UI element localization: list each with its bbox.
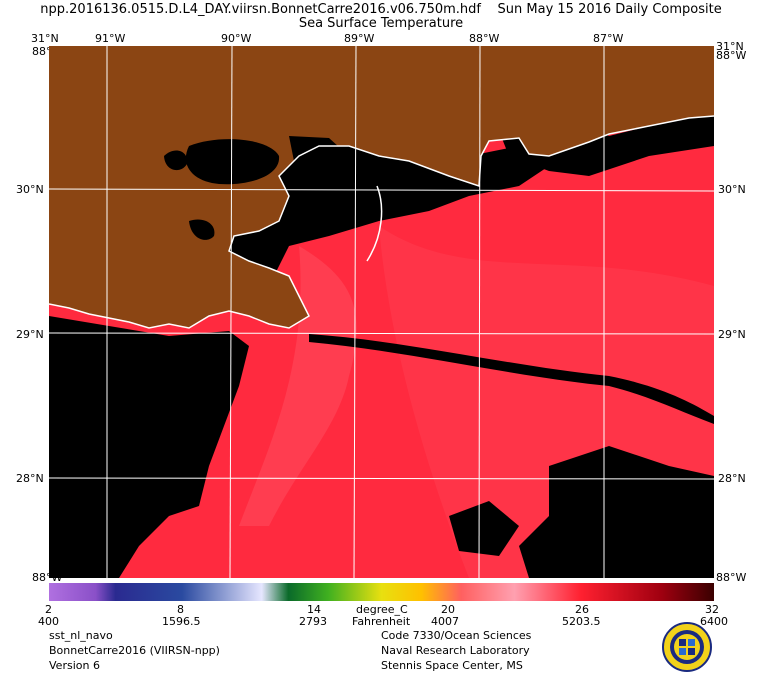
tick-f: 4007: [431, 615, 459, 628]
corner-label-bottom-right: 88°W: [716, 571, 747, 584]
footer-region: BonnetCarre2016 (VIIRSN-npp): [49, 644, 220, 657]
cloud-mask-filament: [309, 334, 714, 424]
footer-org-location: Stennis Space Center, MS: [381, 659, 523, 672]
lake-pontchartrain: [185, 139, 280, 185]
tick-c: 20: [441, 603, 455, 616]
corner-label-bottom-left: 88°W: [32, 571, 63, 584]
lon-label: 89°W: [344, 32, 375, 45]
corner-label-top-left: 31°N: [31, 32, 59, 45]
chandeleur-islands: [366, 185, 383, 262]
tick-c: 2: [45, 603, 52, 616]
corner-label-top-right-lon: 88°W: [716, 49, 747, 62]
lon-label: 91°W: [95, 32, 126, 45]
footer-org-code: Code 7330/Ocean Sciences: [381, 629, 532, 642]
colorbar: [49, 583, 714, 601]
lat-label-left: 29°N: [16, 328, 44, 341]
tick-c: 14: [307, 603, 321, 616]
tick-f: 2793: [299, 615, 327, 628]
sst-map: [49, 46, 714, 578]
footer-version: Version 6: [49, 659, 100, 672]
tick-f: 5203.5: [562, 615, 601, 628]
tick-c: 32: [705, 603, 719, 616]
cloud-mask-south-central: [449, 501, 519, 556]
file-name: npp.2016136.0515.D.L4_DAY.viirsn.BonnetC…: [40, 2, 481, 17]
colorbar-gradient: [49, 583, 714, 601]
coastline: [49, 115, 714, 329]
lat-label-left: 28°N: [16, 472, 44, 485]
lat-label-right: 29°N: [718, 328, 746, 341]
footer-org-name: Naval Research Laboratory: [381, 644, 530, 657]
graticule: [49, 46, 714, 578]
composite-date: Sun May 15 2016 Daily Composite: [497, 2, 722, 17]
lat-label-right: 30°N: [718, 183, 746, 196]
lake-salvador: [189, 219, 215, 240]
tick-f: 6400: [700, 615, 728, 628]
tick-c: 26: [575, 603, 589, 616]
corner-label-top-right: 31°N: [716, 40, 744, 53]
lon-label: 88°W: [469, 32, 500, 45]
tick-f: 400: [38, 615, 59, 628]
product-name: Sea Surface Temperature: [298, 16, 464, 31]
nrl-seal-icon: [662, 622, 712, 672]
footer-algorithm: sst_nl_navo: [49, 629, 113, 642]
land-mass: [49, 46, 714, 328]
unit-celsius: degree_C: [356, 603, 408, 616]
cloud-mask-west-edge: [49, 346, 159, 416]
lake-borgne: [289, 136, 349, 171]
lat-label-left: 30°N: [16, 183, 44, 196]
tick-f: 1596.5: [162, 615, 201, 628]
corner-label-top-left-lon: 88°W: [32, 45, 63, 58]
lon-label: 90°W: [221, 32, 252, 45]
lat-label-right: 28°N: [718, 472, 746, 485]
lon-label: 87°W: [593, 32, 624, 45]
tick-c: 8: [177, 603, 184, 616]
map-title-line: npp.2016136.0515.D.L4_DAY.viirsn.BonnetC…: [0, 3, 762, 16]
lake-maurepas: [164, 150, 188, 171]
unit-fahrenheit: Fahrenheit: [352, 615, 411, 628]
cool-water-plume: [239, 246, 357, 526]
